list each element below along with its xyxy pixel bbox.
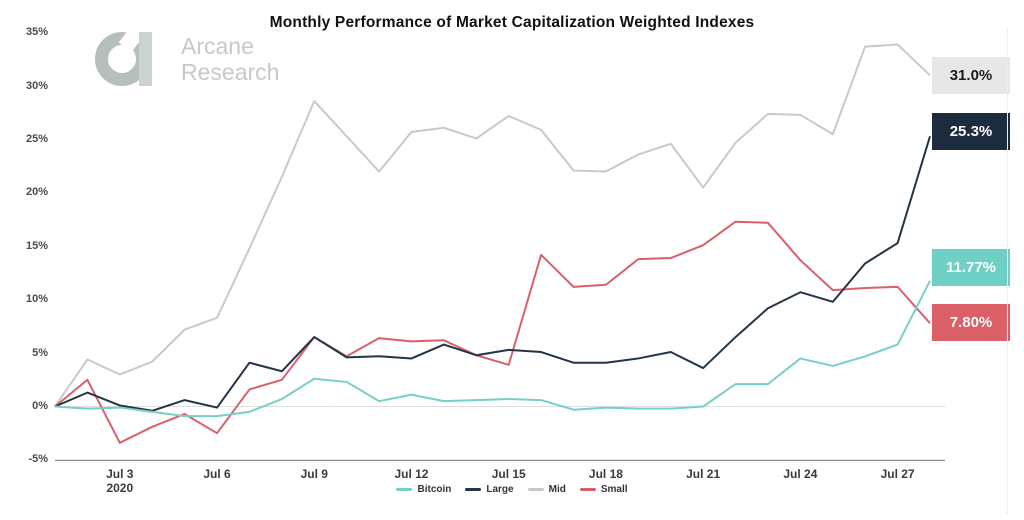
legend-label: Mid [548, 484, 566, 495]
logo-line2: Research [181, 59, 280, 85]
legend-item-mid[interactable]: Mid [527, 484, 566, 495]
legend-swatch-large [465, 488, 482, 491]
chart-title: Monthly Performance of Market Capitaliza… [269, 14, 755, 31]
series-line-bitcoin [54, 280, 931, 418]
x-axis-label: Jul 9 [300, 467, 328, 481]
end-label-large: 25.3% [932, 112, 1010, 150]
legend-swatch-small [579, 488, 596, 491]
arcane-research-logo: Arcane Research [95, 21, 279, 88]
end-label-small: 7.80% [932, 303, 1010, 341]
y-axis-label: 20% [25, 186, 48, 199]
series-line-large [54, 136, 931, 412]
series-line-small [54, 220, 931, 444]
x-axis-label: Jul 24 [783, 467, 818, 481]
y-axis-label: 35% [25, 26, 48, 39]
y-axis-label: 30% [25, 79, 48, 92]
y-axis-label: 10% [25, 293, 48, 306]
y-axis-label: -5% [28, 453, 48, 466]
legend-swatch-bitcoin [396, 488, 413, 491]
legend-item-large[interactable]: Large [465, 484, 514, 495]
legend: Bitcoin Large Mid Small [0, 484, 1024, 495]
y-axis-label: 5% [32, 346, 48, 359]
legend-item-bitcoin[interactable]: Bitcoin [396, 484, 451, 495]
arcane-logo-icon [95, 21, 167, 88]
legend-label: Bitcoin [417, 484, 452, 495]
legend-swatch-mid [527, 488, 544, 491]
x-axis-label: Jul 18 [588, 467, 623, 481]
y-axis-label: 0% [32, 400, 48, 412]
x-axis-year-label: 2020 [106, 481, 134, 495]
legend-label: Small [600, 484, 628, 495]
y-axis-label: 15% [25, 239, 48, 252]
end-label-bitcoin: 11.77% [932, 249, 1010, 287]
legend-label: Large [486, 484, 514, 495]
x-axis-label: Jul 12 [394, 467, 429, 481]
x-axis-label: Jul 27 [880, 467, 915, 481]
logo-text: Arcane Research [181, 33, 279, 85]
series-line-mid [54, 43, 931, 408]
x-axis-label: Jul 3 2020 [90, 467, 150, 495]
logo-line1: Arcane [181, 33, 254, 59]
x-axis-label: Jul 6 [203, 467, 231, 481]
end-label-mid: 31.0% [932, 56, 1010, 94]
y-axis-label: 25% [25, 133, 48, 145]
legend-item-small[interactable]: Small [579, 484, 628, 495]
x-axis-label: Jul 15 [491, 467, 526, 481]
x-axis-label: Jul 21 [686, 467, 721, 481]
plot-right-border [1007, 28, 1008, 514]
